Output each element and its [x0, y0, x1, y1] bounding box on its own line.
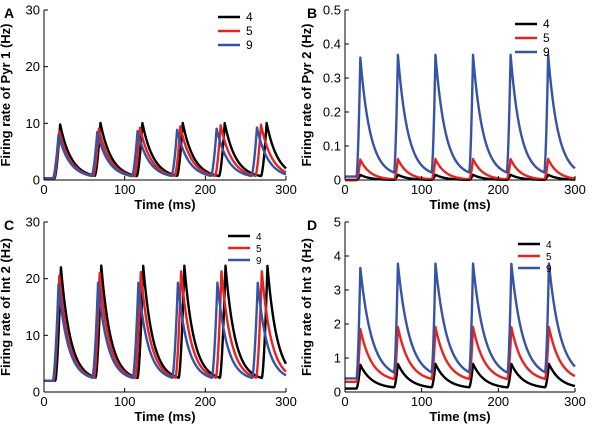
y-tick-label: 0	[334, 385, 341, 400]
y-tick-label: 2	[334, 317, 341, 332]
series-line-9	[344, 53, 576, 178]
x-tick-label: 200	[487, 182, 509, 197]
legend-label-5: 5	[546, 252, 552, 263]
series-line-9	[43, 281, 287, 382]
y-axis-label: Firing rate of Int 2 (Hz)	[0, 238, 13, 376]
y-axis-label: Firing rate of Int 3 (Hz)	[299, 238, 314, 376]
x-axis-label: Time (ms)	[429, 409, 490, 424]
legend-label-4: 4	[543, 17, 550, 31]
legend-label-5: 5	[256, 244, 262, 255]
legend-label-5: 5	[246, 24, 253, 38]
x-tick-label: 0	[40, 394, 47, 409]
legend: 459	[518, 240, 552, 275]
x-tick-label: 200	[194, 182, 216, 197]
panel-label: B	[307, 5, 317, 21]
x-tick-label: 300	[564, 394, 586, 409]
y-tick-label: 0.1	[323, 139, 341, 154]
x-tick-label: 100	[114, 182, 136, 197]
legend: 459	[515, 17, 550, 59]
y-tick-label: 0	[33, 385, 40, 400]
legend-label-9: 9	[543, 45, 550, 59]
x-tick-label: 300	[275, 182, 297, 197]
y-tick-label: 0.3	[323, 71, 341, 86]
y-tick-label: 0.5	[323, 3, 341, 18]
y-tick-label: 20	[26, 59, 40, 74]
series-line-5	[344, 157, 576, 182]
y-tick-label: 0.4	[323, 37, 341, 52]
series-line-4	[43, 264, 288, 382]
legend-label-5: 5	[543, 31, 550, 45]
y-tick-label: 10	[26, 116, 40, 131]
legend-label-9: 9	[246, 38, 253, 52]
x-axis-label: Time (ms)	[134, 409, 195, 424]
y-tick-label: 0	[33, 173, 40, 188]
y-tick-label: 1	[334, 351, 341, 366]
legend: 459	[228, 232, 262, 267]
legend-label-9: 9	[546, 264, 552, 275]
panel-a: A 0 100 200 300 0 10 20 30 Time (ms) Firing rate o…	[0, 3, 297, 213]
x-tick-label: 200	[487, 394, 509, 409]
panel-label: D	[307, 217, 317, 233]
y-tick-label: 20	[26, 271, 40, 286]
legend: 459	[218, 10, 253, 52]
y-tick-label: 4	[334, 249, 341, 264]
x-tick-label: 0	[341, 394, 348, 409]
y-tick-label: 3	[334, 283, 341, 298]
x-tick-label: 100	[411, 182, 433, 197]
y-tick-label: 5	[334, 215, 341, 230]
series-line-9	[43, 126, 287, 180]
x-tick-label: 0	[341, 182, 348, 197]
legend-label-4: 4	[546, 240, 552, 251]
legend-label-9: 9	[256, 256, 262, 267]
panel-label: C	[4, 217, 14, 233]
panel-b: B 0 100 200 300 0 0.1 0.2 0.3 0.4 0.5 Time (ms) Firi…	[299, 3, 586, 213]
panel-c: C 0 100 200 300 0 10 20 30 Time (ms) Firing rate o…	[0, 215, 297, 425]
y-tick-label: 0	[334, 173, 341, 188]
y-axis-label: Firing rate of Pyr 1 (Hz)	[0, 23, 13, 166]
y-tick-label: 30	[26, 3, 40, 18]
x-tick-label: 0	[40, 182, 47, 197]
x-tick-label: 100	[411, 394, 433, 409]
panel-label: A	[4, 5, 14, 21]
x-tick-label: 200	[194, 394, 216, 409]
legend-label-4: 4	[246, 10, 253, 24]
y-axis-label: Firing rate of Pyr 2 (Hz)	[299, 23, 314, 166]
legend-label-4: 4	[256, 232, 262, 243]
x-axis-label: Time (ms)	[134, 197, 195, 212]
series-line-5	[344, 325, 576, 383]
y-tick-label: 10	[26, 328, 40, 343]
x-tick-label: 100	[114, 394, 136, 409]
x-tick-label: 300	[564, 182, 586, 197]
y-tick-label: 30	[26, 215, 40, 230]
y-tick-label: 0.2	[323, 105, 341, 120]
x-axis-label: Time (ms)	[429, 197, 490, 212]
series-line-9	[344, 262, 576, 380]
series-line-4	[344, 362, 576, 390]
x-tick-label: 300	[275, 394, 297, 409]
